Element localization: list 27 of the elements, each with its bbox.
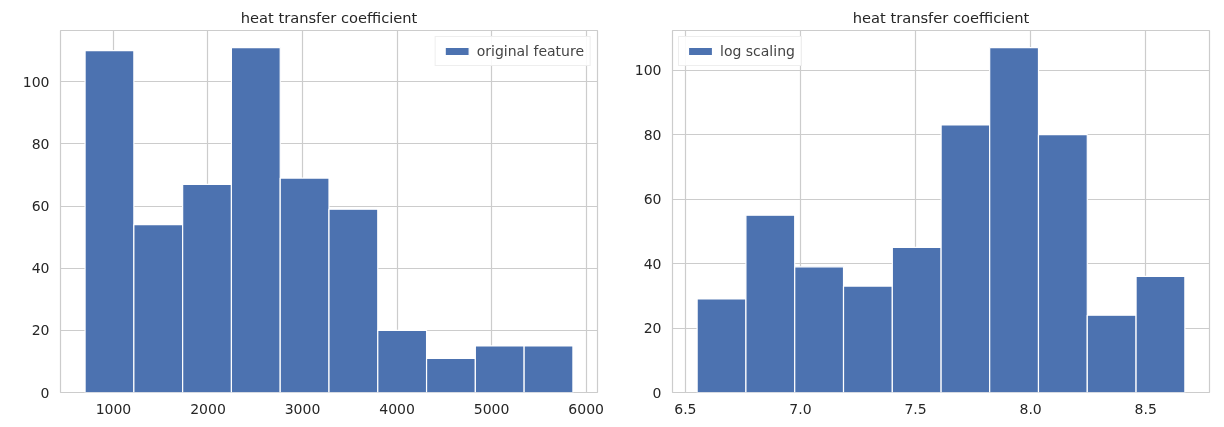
- y-tick-label: 100: [22, 73, 50, 90]
- x-tick-label: 3000: [284, 400, 321, 417]
- x-tick-label: 8.0: [1019, 400, 1042, 417]
- y-tick-label: 0: [652, 384, 662, 401]
- chart-title: heat transfer coefficient: [240, 8, 418, 26]
- legend-label: original feature: [476, 43, 584, 59]
- x-tick-label: 2000: [190, 400, 226, 417]
- x-tick-label: 4000: [379, 400, 415, 417]
- chart-title: heat transfer coefficient: [852, 8, 1030, 26]
- y-tick-label: 100: [634, 62, 662, 79]
- x-tick-label: 7.5: [904, 400, 927, 417]
- y-tick-label: 0: [40, 384, 50, 401]
- y-tick-label: 60: [31, 198, 50, 215]
- y-tick-label: 40: [31, 260, 50, 277]
- y-tick-label: 80: [31, 135, 50, 152]
- legend-label: log scaling: [720, 43, 795, 59]
- y-tick-label: 40: [643, 255, 662, 272]
- x-tick-label: 6.5: [674, 400, 697, 417]
- x-tick-label: 8.5: [1134, 400, 1157, 417]
- y-tick-label: 20: [31, 322, 50, 339]
- x-tick-label: 1000: [95, 400, 132, 417]
- x-tick-label: 5000: [473, 400, 510, 417]
- x-tick-label: 7.0: [789, 400, 812, 417]
- x-tick-label: 6000: [568, 400, 604, 417]
- y-tick-label: 80: [643, 126, 662, 143]
- y-tick-label: 20: [643, 320, 662, 337]
- y-tick-label: 60: [643, 191, 662, 208]
